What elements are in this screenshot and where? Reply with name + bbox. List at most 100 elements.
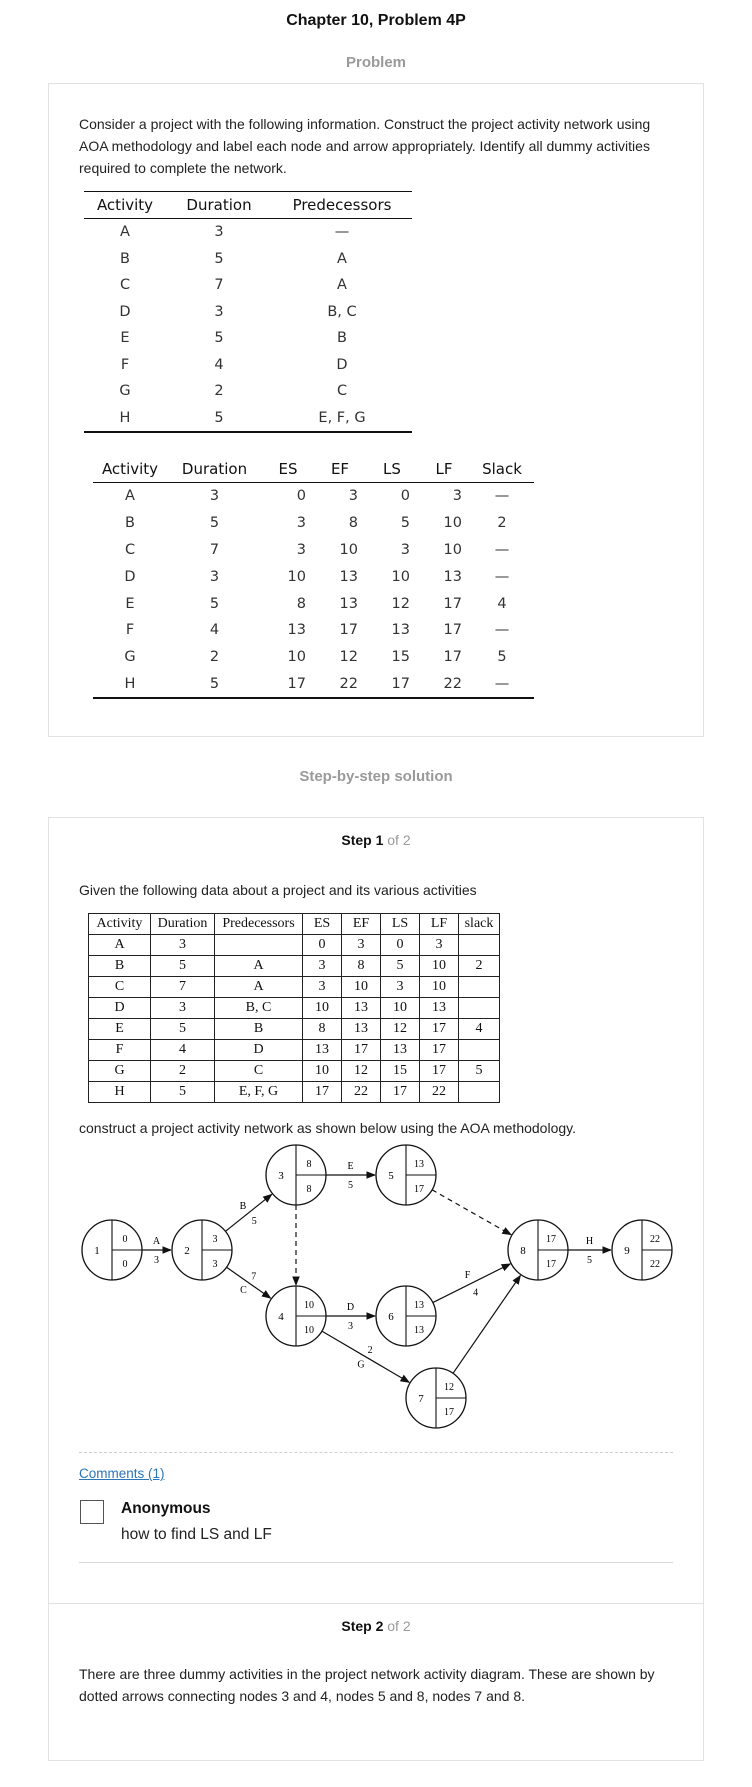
network-node: 7 12 17	[405, 1367, 467, 1429]
table-row: F 4 D 13 17 13 17	[88, 1039, 500, 1061]
table-cell: 5	[167, 670, 262, 700]
comments-divider	[79, 1452, 673, 1453]
table-cell: A	[214, 955, 303, 977]
node-id: 2	[184, 1245, 190, 1257]
schedule-table: Activity Duration ES EF LS LF Slack A 3 0 3…	[93, 456, 534, 700]
table-cell: 0	[400, 488, 410, 505]
node-early-time: 10	[304, 1300, 314, 1311]
node-early-time: 13	[414, 1300, 424, 1311]
table-row: B 5 3 8 5 10 2	[93, 510, 534, 537]
table-cell: 5	[150, 1081, 215, 1103]
table-cell: F	[125, 622, 135, 639]
table-cell: 3	[150, 997, 215, 1019]
node-early-time: 3	[213, 1234, 218, 1245]
table-cell: —	[494, 541, 510, 558]
step2-of: of 2	[387, 1618, 411, 1634]
table-row: H 5 17 22 17 22—	[93, 670, 534, 700]
arrow-activity-g	[321, 1330, 411, 1383]
column-header: slack	[458, 913, 500, 935]
table-cell: —	[494, 488, 510, 505]
table-cell: 3	[296, 541, 306, 558]
activity-duration: 4	[473, 1287, 478, 1298]
table-cell: 13	[341, 997, 381, 1019]
table-cell: 5	[214, 250, 224, 267]
table-cell: A	[214, 976, 303, 998]
column-header: LF	[419, 913, 459, 935]
table-row: F 4 D	[84, 352, 412, 379]
table-cell: 5	[150, 955, 215, 977]
column-header: Slack	[470, 456, 534, 483]
activity-predecessor-table: Activity Duration Predecessors A 3 — B 5 A C 7 A…	[84, 191, 412, 433]
table-row: E 5 8 13 12 17 4	[93, 590, 534, 617]
table-cell: 5	[380, 955, 420, 977]
table-cell: C	[124, 541, 136, 558]
table-row: H 5 E, F, G	[84, 404, 412, 433]
table-cell: 3	[302, 976, 342, 998]
node-early-time: 22	[650, 1234, 660, 1245]
table-cell: 10	[419, 976, 459, 998]
network-node: 9 22 22	[611, 1219, 673, 1281]
table-cell: 3	[452, 488, 462, 505]
table-cell: D	[336, 356, 348, 373]
table-row: D 3 B, C	[84, 299, 412, 326]
table-cell: 10	[302, 997, 342, 1019]
table-cell: 13	[419, 997, 459, 1019]
table-cell: —	[494, 568, 510, 585]
comment-author: Anonymous	[121, 1500, 211, 1517]
node-late-time: 13	[414, 1325, 424, 1336]
table-cell: 3	[419, 934, 459, 956]
table-cell: 10	[341, 976, 381, 998]
table-cell: 10	[287, 568, 306, 585]
table-cell: 5	[150, 1018, 215, 1040]
table-cell: 12	[339, 649, 358, 666]
activity-label: A	[153, 1236, 161, 1247]
column-header: Predecessors	[214, 913, 303, 935]
arrow-activity-f	[432, 1263, 512, 1304]
table-cell: 17	[339, 622, 358, 639]
table-cell: A	[125, 488, 135, 505]
table-cell: 17	[366, 670, 418, 700]
node-id: 4	[278, 1311, 284, 1323]
table-row: G 2 10 12 15 17 5	[93, 644, 534, 671]
table-cell: B	[88, 955, 151, 977]
table-cell: 13	[339, 595, 358, 612]
node-late-time: 8	[307, 1184, 312, 1195]
column-header: LS	[366, 456, 418, 483]
table-cell: 0	[380, 934, 420, 956]
table-cell: E, F, G	[214, 1081, 303, 1103]
table-cell	[458, 976, 500, 998]
node-late-time: 0	[123, 1259, 128, 1270]
table-cell: 2	[497, 515, 507, 532]
table-cell: 2	[150, 1060, 215, 1082]
table-cell: 12	[391, 595, 410, 612]
table-cell: G	[124, 649, 136, 666]
table-cell: 22	[418, 670, 470, 700]
table-cell: 10	[391, 568, 410, 585]
table-cell: A	[120, 224, 130, 241]
comment-checkbox[interactable]	[80, 1500, 104, 1524]
table-cell: B	[125, 515, 135, 532]
table-row: B 5 A 3 8 5 10 2	[88, 955, 500, 977]
table-row: B 5 A	[84, 246, 412, 273]
column-header: Duration	[166, 191, 272, 219]
table-cell: H	[88, 1081, 151, 1103]
table-cell: C	[119, 277, 131, 294]
table-cell: —	[470, 670, 534, 700]
table-cell: D	[214, 1039, 303, 1061]
table-cell: E	[120, 330, 130, 347]
table-cell: C	[88, 976, 151, 998]
table-cell: 8	[296, 595, 306, 612]
node-id: 6	[388, 1311, 394, 1323]
column-header: Activity	[84, 191, 166, 219]
table-cell: 13	[339, 568, 358, 585]
table-cell: D	[124, 568, 136, 585]
activity-duration: 5	[252, 1216, 257, 1227]
table-cell: 5	[166, 404, 272, 433]
network-node: 1 0 0	[81, 1219, 143, 1281]
arrow-dummy-5-8	[431, 1189, 512, 1236]
comments-link[interactable]: Comments (1)	[79, 1466, 165, 1481]
table-cell: A	[88, 934, 151, 956]
table-cell: 3	[209, 488, 220, 505]
step1-of: of 2	[387, 832, 411, 848]
table-cell: 10	[287, 649, 306, 666]
